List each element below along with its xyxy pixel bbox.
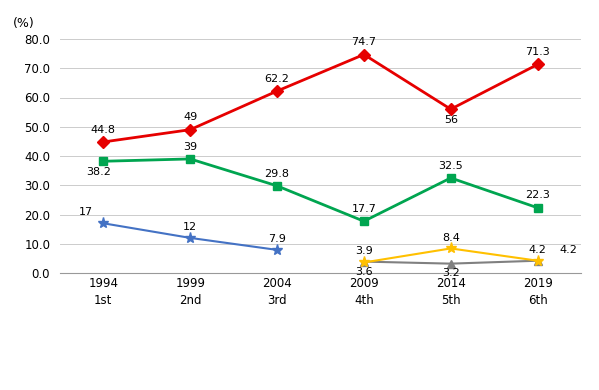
Text: 3rd: 3rd [267,294,287,307]
UD: Democratic Union: (5, 4.2): Democratic Union: (5, 4.2) [534,258,541,263]
Renamo [273,184,280,188]
Frelimo [360,52,367,57]
Frelimo [99,140,107,144]
Frelimo [187,128,194,132]
Others [273,248,280,252]
Text: 7.9: 7.9 [268,234,286,244]
UD: Democratic Union: (3, 3.9): Democratic Union: (3, 3.9) [360,259,367,264]
Text: 1st: 1st [94,294,113,307]
Line: Renamo: Renamo [99,155,541,225]
Text: 2nd: 2nd [179,294,201,307]
Text: (%): (%) [13,17,35,30]
Renamo [99,159,107,164]
Others [99,221,107,225]
Renamo [187,157,194,161]
Text: 4.2: 4.2 [559,245,577,255]
Text: 8.4: 8.4 [442,232,459,243]
UD: Democratic Union: (4, 3.2): Democratic Union: (4, 3.2) [447,261,454,266]
MDM: Democratic Movement of Mozambique: (3, 3.6): Democratic Movement of Mozambique: (3, 3… [360,260,367,265]
MDM: Democratic Movement of Mozambique: (4, 8.4): Democratic Movement of Mozambique: (4, 8… [447,246,454,251]
Text: 71.3: 71.3 [525,47,550,57]
Line: Frelimo: Frelimo [99,50,541,146]
Text: 44.8: 44.8 [91,125,116,135]
Text: 17: 17 [79,207,93,218]
Frelimo [447,107,454,112]
MDM: Democratic Movement of Mozambique: (5, 4.2): Democratic Movement of Mozambique: (5, 4… [534,258,541,263]
Text: 17.7: 17.7 [352,204,376,214]
Text: 3.6: 3.6 [355,267,373,277]
Text: 49: 49 [183,112,197,122]
Text: 38.2: 38.2 [86,167,111,177]
Text: 22.3: 22.3 [525,190,550,200]
Line: Others: Others [98,218,283,255]
Line: MDM: Democratic Movement of Mozambique: MDM: Democratic Movement of Mozambique [358,243,543,268]
Others [187,236,194,240]
Text: 74.7: 74.7 [352,37,376,47]
Renamo [534,206,541,210]
Renamo [447,176,454,180]
Text: 62.2: 62.2 [265,74,289,84]
Text: 29.8: 29.8 [265,168,289,179]
Text: 12: 12 [183,222,197,232]
Renamo [360,219,367,223]
Text: 6th: 6th [528,294,547,307]
Text: 4th: 4th [354,294,374,307]
Frelimo [534,62,541,67]
Text: 32.5: 32.5 [438,161,463,171]
Text: 3.2: 3.2 [442,268,459,278]
Text: 5th: 5th [441,294,461,307]
Line: UD: Democratic Union: UD: Democratic Union [360,257,541,268]
Frelimo [273,89,280,94]
Text: 3.9: 3.9 [355,246,373,256]
Text: 56: 56 [444,115,458,125]
Text: 4.2: 4.2 [529,245,546,255]
Text: 39: 39 [183,142,197,152]
